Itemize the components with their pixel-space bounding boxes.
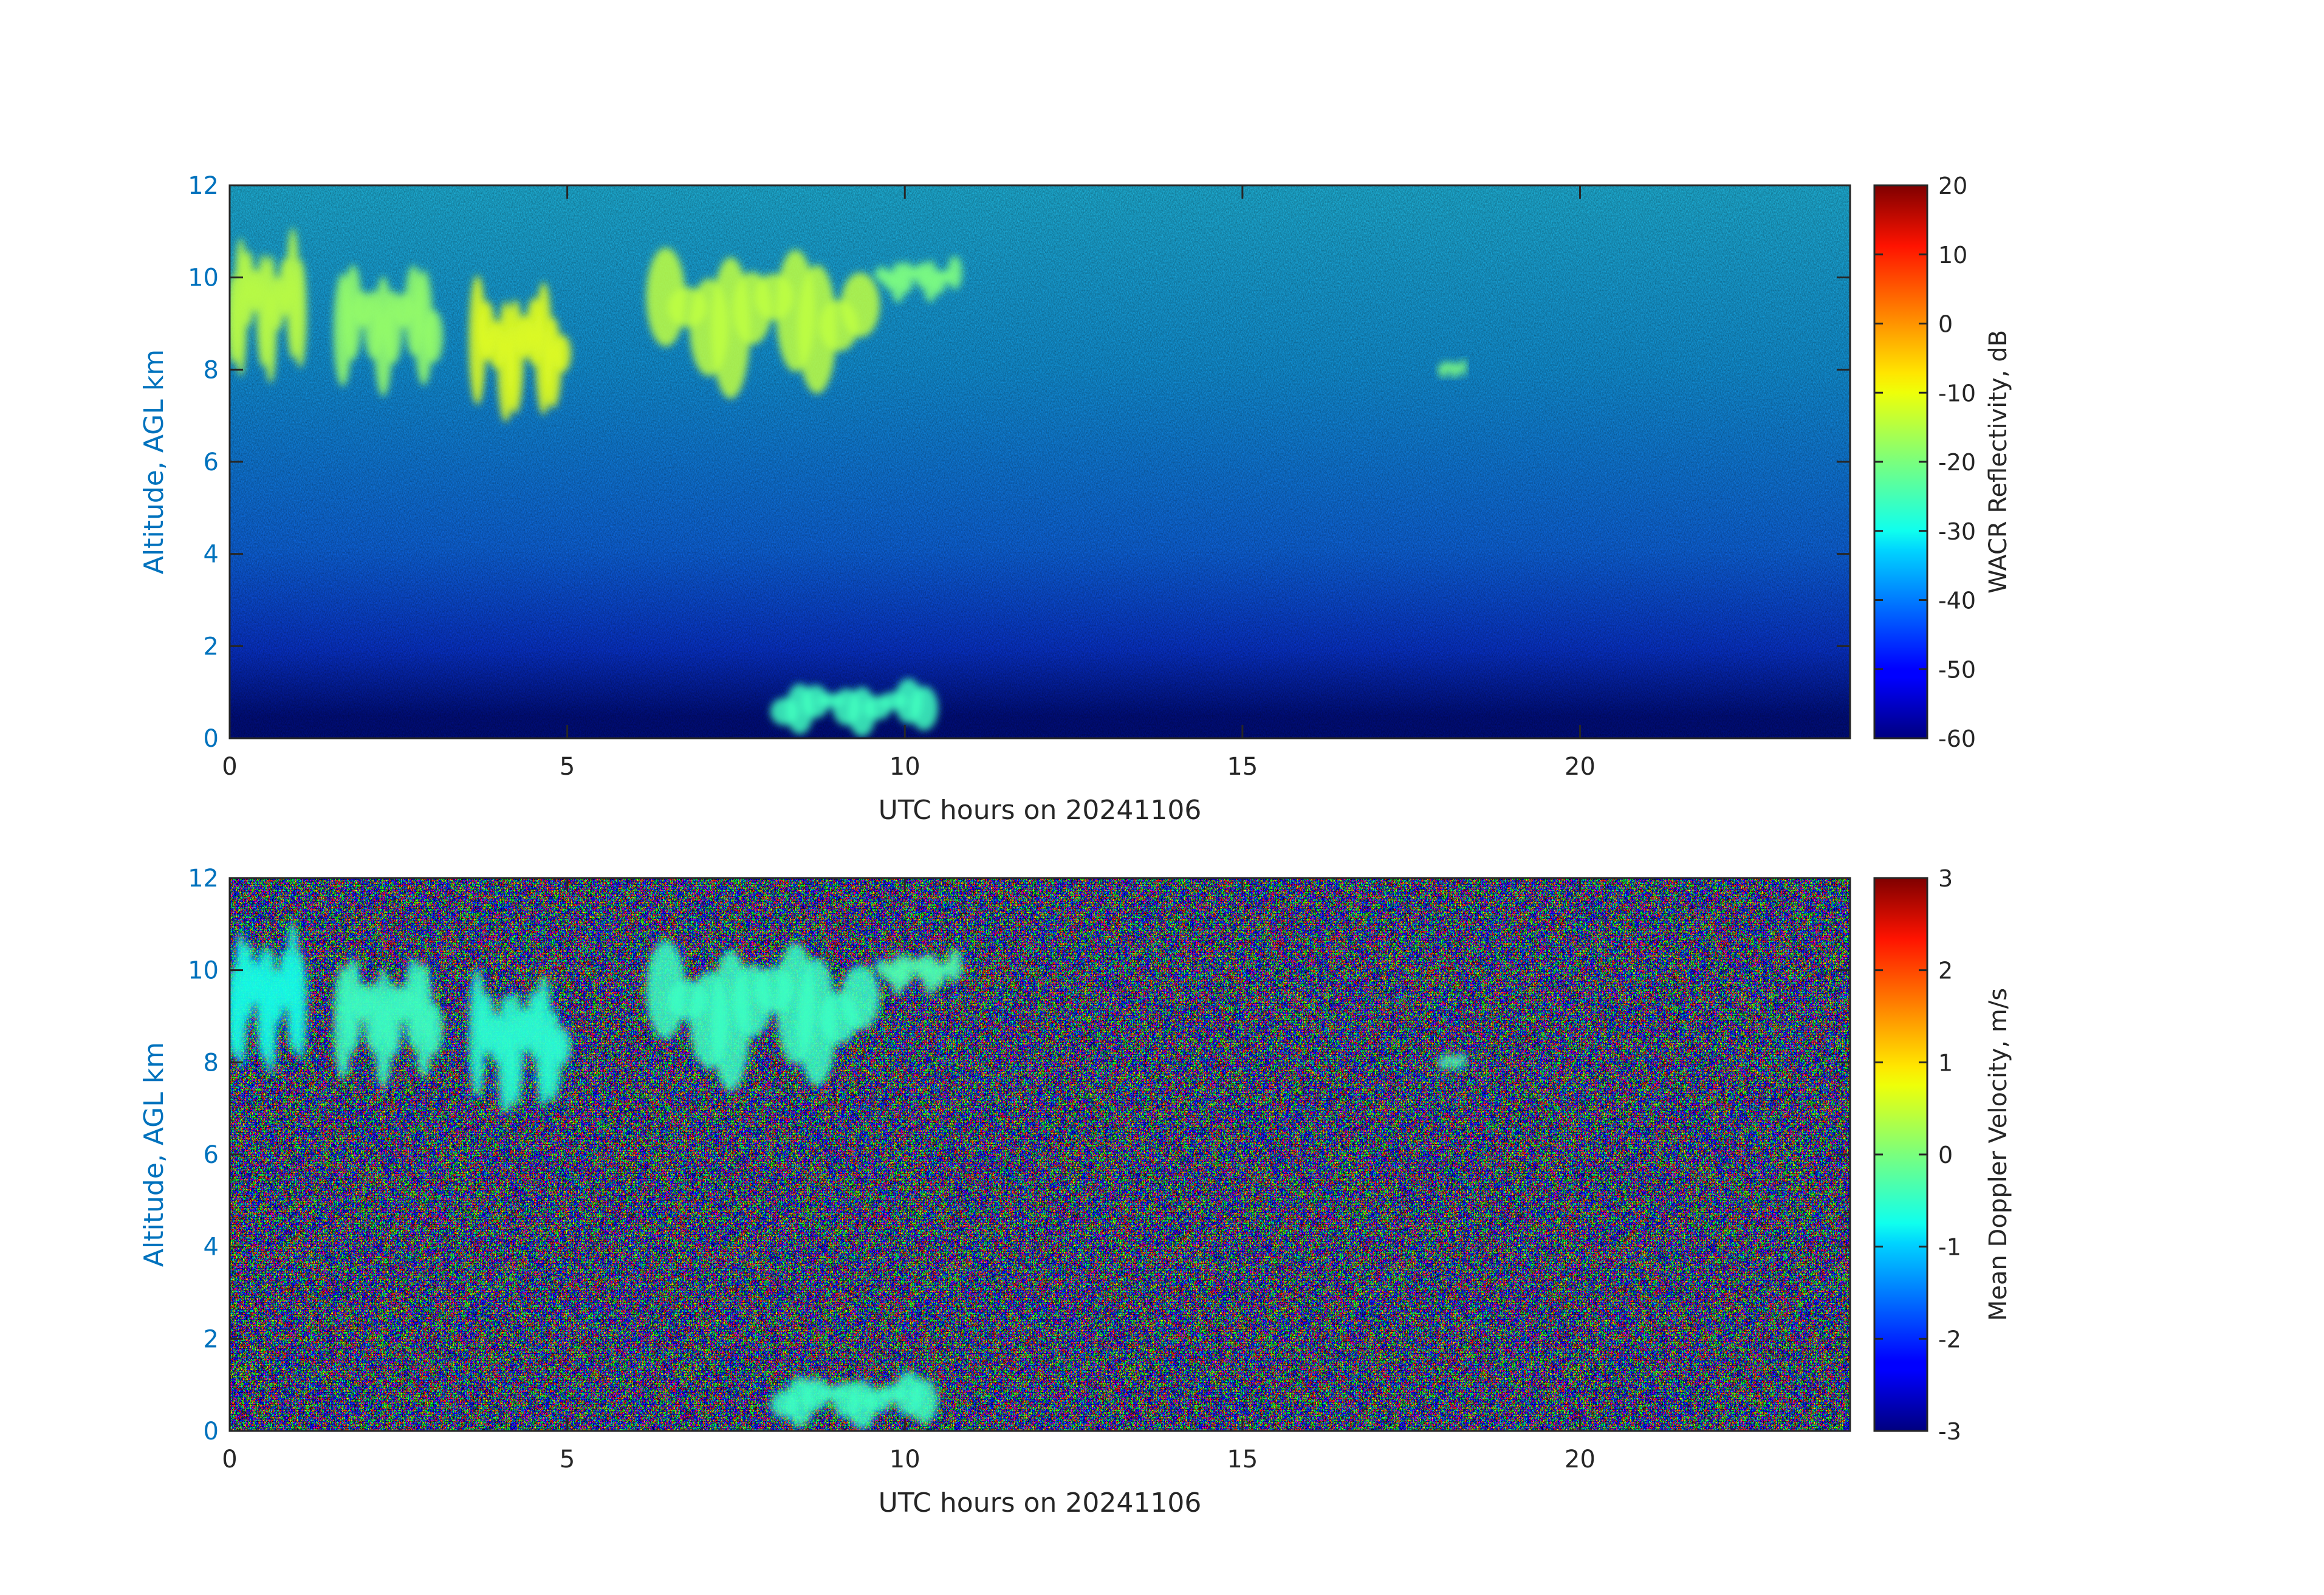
cloud-feature <box>646 247 880 399</box>
colorbar-tick-label: 1 <box>1938 1049 1953 1076</box>
reflectivity-panel: 0 5 10 15 20 0 2 4 6 8 10 12 UTC hours on 20241106 Al… <box>139 172 2012 826</box>
y-axis-label: Altitude, AGL km <box>139 1042 170 1267</box>
x-tick-label: 20 <box>1565 753 1596 781</box>
y-tick-label: 6 <box>204 1141 219 1169</box>
x-tick-label: 15 <box>1227 1446 1258 1473</box>
cloud-feature <box>874 256 962 303</box>
heatmap-noise <box>230 185 1850 738</box>
colorbar-tick-label: -50 <box>1938 656 1976 683</box>
x-tick-label: 10 <box>889 1446 920 1473</box>
cloud-feature <box>468 275 571 422</box>
colorbar-label: Mean Doppler Velocity, m/s <box>1984 988 2012 1321</box>
x-tick-label: 5 <box>560 1446 575 1473</box>
colorbar-tick-label: -40 <box>1938 588 1976 614</box>
cloud-feature <box>646 940 880 1092</box>
y-tick-label: 12 <box>188 865 219 893</box>
colorbar-tick-label: -60 <box>1938 725 1976 752</box>
y-tick-label: 0 <box>204 725 219 753</box>
colorbar-tick-label: 10 <box>1938 242 1967 269</box>
x-axis-label: UTC hours on 20241106 <box>879 1487 1202 1518</box>
cloud-feature <box>874 948 962 995</box>
colorbar-tick-label: -20 <box>1938 449 1976 476</box>
y-tick-label: 8 <box>204 356 219 384</box>
heatmap-noise <box>230 878 1850 1431</box>
colorbar-label: WACR Reflectivity, dB <box>1984 330 2012 594</box>
plot-area <box>230 185 1850 738</box>
colorbar-tick-label: 3 <box>1938 865 1953 892</box>
y-axis-label: Altitude, AGL km <box>139 349 170 574</box>
cloud-feature <box>230 228 307 383</box>
x-tick-label: 0 <box>222 1446 237 1473</box>
cloud-feature <box>1437 358 1467 379</box>
colorbar-tick-label: -10 <box>1938 380 1976 406</box>
x-tick-label: 5 <box>560 753 575 781</box>
y-tick-label: 12 <box>188 172 219 200</box>
x-tick-label: 0 <box>222 753 237 781</box>
cloud-feature <box>770 1371 938 1430</box>
cloud-feature <box>770 678 938 737</box>
y-tick-label: 0 <box>204 1418 219 1446</box>
cloud-feature <box>334 958 444 1089</box>
colorbar-tick-label: -2 <box>1938 1326 1961 1353</box>
y-tick-label: 4 <box>204 541 219 569</box>
colorbar-tick-label: -3 <box>1938 1418 1961 1445</box>
y-tick-label: 8 <box>204 1049 219 1077</box>
x-tick-label: 15 <box>1227 753 1258 781</box>
x-tick-label: 20 <box>1565 1446 1596 1473</box>
plot-area <box>230 878 1850 1431</box>
colorbar-tick-label: 0 <box>1938 311 1953 338</box>
cloud-feature <box>468 968 571 1115</box>
y-tick-label: 4 <box>204 1233 219 1261</box>
colorbar-tick-label: -30 <box>1938 518 1976 545</box>
cloud-feature <box>334 265 444 397</box>
y-tick-label: 2 <box>204 633 219 660</box>
y-tick-label: 2 <box>204 1325 219 1353</box>
y-tick-label: 10 <box>188 957 219 985</box>
x-tick-label: 10 <box>889 753 920 781</box>
cloud-feature <box>230 921 307 1076</box>
colorbar <box>1874 185 1927 738</box>
colorbar-tick-label: 20 <box>1938 173 1967 199</box>
y-tick-label: 6 <box>204 448 219 476</box>
y-tick-label: 10 <box>188 264 219 292</box>
cloud-feature <box>1437 1051 1467 1071</box>
colorbar-tick-label: 0 <box>1938 1142 1953 1168</box>
x-axis-label: UTC hours on 20241106 <box>879 795 1202 826</box>
colorbar-tick-label: 2 <box>1938 958 1953 984</box>
colorbar-tick-label: -1 <box>1938 1234 1961 1261</box>
colorbar <box>1874 878 1927 1431</box>
